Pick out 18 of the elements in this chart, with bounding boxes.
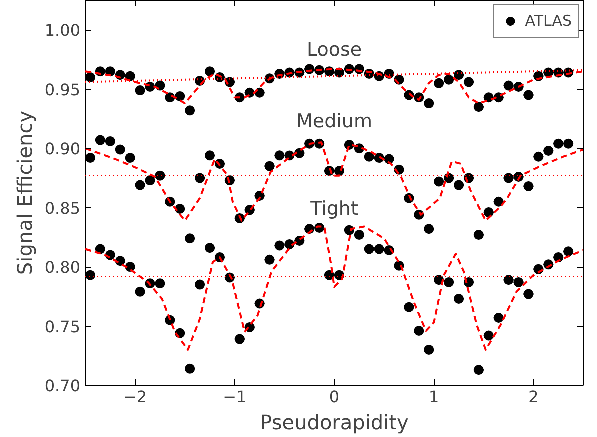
y-tick-label: 0.85: [44, 198, 80, 218]
y-tick-label: 0.95: [44, 80, 80, 100]
y-tick-label: 0.70: [44, 376, 80, 396]
x-tick-label: 1: [429, 388, 440, 406]
x-tick-label: −1: [223, 388, 247, 406]
x-tick-label: 2: [528, 388, 539, 406]
y-tick-label: 0.80: [44, 258, 80, 278]
legend-label: ATLAS: [525, 12, 572, 30]
y-tick-label: 1.00: [44, 21, 80, 40]
annotation: Tight: [310, 198, 358, 220]
x-tick-label: 0: [329, 388, 340, 406]
annotation: Loose: [306, 39, 362, 62]
y-tick-label: 0.75: [44, 317, 80, 336]
annotation: Medium: [296, 110, 372, 132]
x-axis-title: Pseudorapidity: [260, 410, 410, 434]
x-tick-label: −2: [124, 388, 148, 406]
y-tick-label: 0.90: [44, 140, 80, 159]
y-axis-title: Signal Efficiency: [12, 110, 37, 276]
